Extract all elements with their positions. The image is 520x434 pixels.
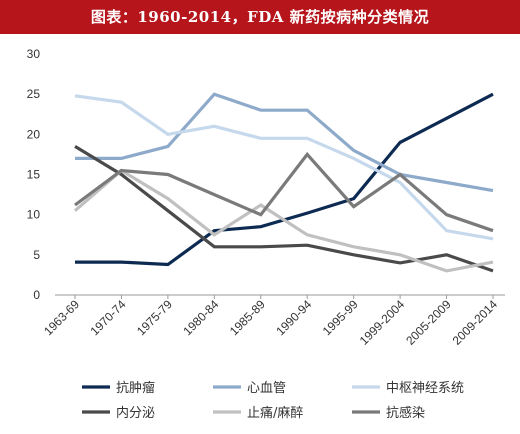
x-tick-label: 1999-2004	[357, 297, 408, 348]
x-tick-label: 1970-74	[88, 297, 129, 338]
x-tick-label: 1975-79	[134, 297, 175, 338]
y-tick-label: 5	[33, 248, 40, 262]
y-tick-label: 20	[27, 127, 41, 141]
series-lines	[73, 92, 494, 273]
legend-label: 中枢神经系统	[386, 381, 464, 396]
x-tick-label: 1985-89	[227, 297, 268, 338]
series-line-3	[74, 94, 494, 241]
x-tick-label: 1963-69	[41, 297, 82, 338]
legend-label: 抗肿瘤	[116, 380, 155, 396]
x-tick-label: 1980-84	[180, 297, 221, 338]
series-line-5	[73, 168, 494, 273]
y-tick-label: 30	[27, 47, 41, 61]
x-tick-label: 2009-2014	[450, 297, 501, 348]
x-tick-label: 2005-2009	[403, 297, 454, 348]
y-tick-label: 0	[33, 288, 40, 302]
legend-label: 止痛/麻醉	[247, 405, 303, 421]
legend-label: 抗感染	[386, 405, 425, 421]
x-tick-label: 1990-94	[273, 297, 314, 338]
legend-label: 内分泌	[116, 405, 155, 421]
chart-title: 图表：1960-2014，FDA 新药按病种分类情况	[90, 8, 430, 26]
x-tick-labels: 1963-69 1970-74 1975-79 1980-84 1985-89 1990-…	[41, 295, 500, 348]
y-tick-label: 25	[27, 87, 41, 101]
y-tick-label: 15	[27, 168, 41, 182]
y-tick-label: 10	[27, 208, 41, 222]
series-line-2	[75, 92, 494, 193]
legend-label: 心血管	[247, 381, 286, 396]
x-tick-label: 1995-99	[320, 297, 361, 338]
series-line-4	[74, 145, 494, 273]
title-bar	[0, 0, 520, 34]
series-line-6	[74, 151, 494, 233]
y-tick-labels: 0 5 10 15 20 25 30	[27, 47, 41, 302]
